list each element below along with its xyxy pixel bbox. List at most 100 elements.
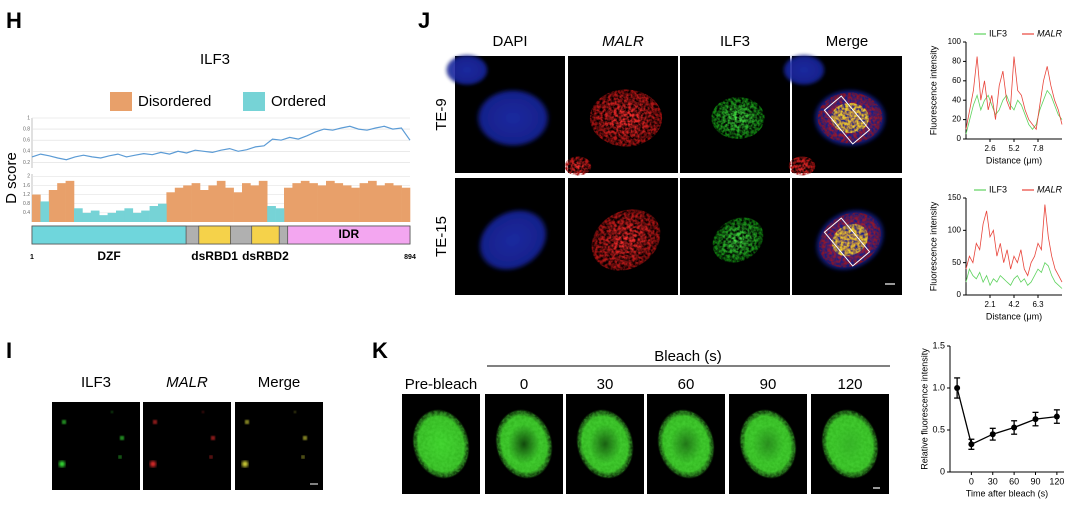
series-line: [965, 204, 1063, 283]
y-tick-label: 0.4: [23, 210, 30, 216]
range-label: 894: [404, 254, 416, 261]
disorder-bar: [225, 187, 234, 222]
disorder-bar: [166, 192, 176, 222]
x-tick-label: 0: [969, 476, 974, 486]
disorder-bar: [99, 215, 108, 222]
disorder-bar: [250, 185, 260, 222]
signal: [591, 209, 661, 271]
bleach-spot: [508, 424, 540, 464]
disorder-bar: [216, 180, 226, 222]
cell-texture: [413, 410, 469, 478]
disorder-bar: [376, 185, 386, 222]
x-tick-label: 60: [1009, 476, 1019, 486]
droplet: [303, 436, 307, 440]
droplet: [150, 461, 156, 467]
frame-label: 0: [520, 376, 528, 393]
bleach-spot: [670, 424, 702, 464]
disorder-bar: [32, 194, 41, 222]
y-tick-label: 0.6: [23, 138, 30, 144]
y-axis-label: Fluorescence intensity: [928, 45, 938, 135]
micrograph: [235, 402, 323, 490]
domain-label: dsRBD2: [242, 249, 289, 263]
disorder-bar: [359, 183, 369, 222]
disorder-bar: [74, 208, 83, 222]
cell: [812, 88, 888, 148]
y-tick-label: 60: [952, 76, 961, 85]
domain: [31, 225, 187, 245]
x-tick-label: 90: [1030, 476, 1040, 486]
disorder-bar: [90, 210, 100, 222]
domain: [198, 225, 231, 245]
column-header: MALR: [166, 374, 208, 391]
series-line: [956, 387, 1057, 446]
frame-label: 90: [760, 376, 777, 393]
domain: [251, 225, 280, 245]
droplet: [245, 420, 249, 424]
y-tick-label: 1: [27, 115, 30, 121]
y-tick-label: 100: [948, 37, 962, 46]
y-tick-label: 0: [957, 134, 962, 143]
domain-label: IDR: [338, 227, 359, 241]
disorder-bar: [40, 201, 50, 222]
row-label: TE-9: [433, 98, 450, 131]
disorder-bar: [292, 183, 302, 222]
x-tick-label: 6.3: [1032, 300, 1044, 309]
panel-label: K: [372, 338, 388, 363]
y-tick-label: 80: [952, 57, 961, 66]
y-tick-label: 1.5: [932, 340, 945, 350]
disorder-bar: [208, 185, 218, 222]
cell: [712, 217, 764, 263]
panel-title: ILF3: [200, 51, 230, 68]
y-axis-label: Relative fluorescence intensity: [919, 348, 929, 470]
range-label: 1: [30, 254, 34, 261]
line-scan-box: [823, 217, 871, 267]
disorder-bar: [326, 180, 335, 222]
disorder-bar: [300, 180, 310, 222]
column-header: MALR: [602, 33, 644, 50]
x-axis-label: Time after bleach (s): [966, 488, 1048, 498]
panel-label: I: [6, 338, 12, 363]
column-header: ILF3: [720, 33, 750, 50]
row-label: TE-15: [433, 216, 450, 257]
legend-label: ILF3: [989, 184, 1007, 194]
disorder-bar: [183, 185, 192, 222]
disorder-bar: [401, 187, 411, 222]
column-header: Merge: [826, 33, 869, 50]
disorder-bar: [334, 183, 344, 222]
signal: [445, 54, 489, 86]
frame-label: Pre-bleach: [405, 376, 478, 393]
disorder-bar: [284, 187, 293, 222]
signal: [782, 54, 826, 86]
cell: [476, 207, 550, 273]
disorder-bar: [141, 210, 150, 222]
frame-label: 60: [678, 376, 695, 393]
legend-swatch: [243, 92, 265, 111]
disorder-bar: [191, 183, 201, 222]
series-line: [965, 56, 1063, 131]
disorder-bar: [200, 190, 209, 222]
y-tick-label: 100: [948, 225, 962, 234]
y-tick-label: 0.2: [23, 160, 30, 166]
disorder-bar: [384, 183, 394, 222]
y-tick-label: 0.4: [23, 149, 30, 155]
x-tick-label: 4.2: [1008, 300, 1020, 309]
y-tick-label: 2: [27, 174, 30, 180]
signal: [831, 103, 869, 133]
disorder-bar: [258, 180, 268, 222]
data-point: [1032, 416, 1039, 423]
disorder-bar: [267, 206, 276, 222]
y-tick-label: 0.8: [23, 201, 30, 207]
signal: [831, 223, 869, 257]
disorder-bar: [342, 185, 352, 222]
bleach-spot: [834, 424, 866, 464]
panel-label: J: [418, 8, 430, 33]
disorder-bar: [82, 212, 92, 222]
micrograph: [52, 402, 140, 490]
droplet: [118, 455, 122, 459]
data-point: [989, 431, 996, 438]
disorder-bar: [242, 183, 251, 222]
frame-label: 120: [837, 376, 862, 393]
cell: [445, 54, 489, 86]
disorder-bar: [57, 183, 66, 222]
